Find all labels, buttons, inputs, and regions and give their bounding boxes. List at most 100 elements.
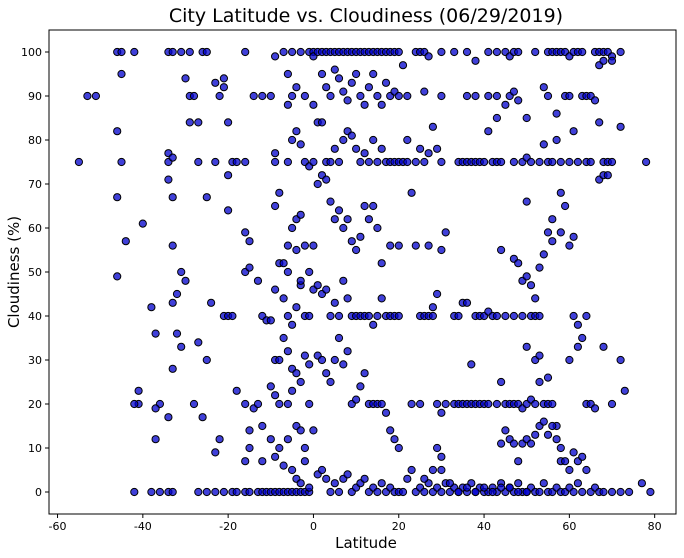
data-point — [381, 408, 391, 417]
data-point — [224, 118, 233, 127]
data-point — [215, 435, 224, 444]
data-point — [356, 157, 365, 167]
data-point — [360, 100, 369, 109]
data-point — [296, 47, 305, 57]
data-point — [232, 157, 241, 167]
data-point — [377, 399, 386, 409]
data-point — [343, 347, 352, 356]
data-point — [117, 47, 126, 57]
data-point — [305, 399, 314, 409]
data-point — [241, 47, 250, 57]
data-point — [616, 47, 625, 57]
data-point — [288, 47, 297, 57]
data-point — [202, 47, 211, 57]
data-point — [548, 399, 557, 409]
data-point — [241, 399, 250, 409]
data-point — [582, 465, 591, 475]
y-tick-label: 0 — [35, 486, 42, 499]
data-point — [266, 382, 275, 391]
data-point — [189, 399, 199, 409]
data-point — [339, 360, 348, 369]
data-point — [548, 421, 557, 431]
data-point — [539, 417, 548, 426]
data-point — [271, 149, 280, 158]
data-point — [424, 241, 433, 250]
data-point — [172, 289, 182, 299]
data-point — [347, 237, 356, 246]
data-point — [313, 281, 322, 290]
data-point — [177, 267, 186, 277]
data-point — [420, 487, 429, 497]
data-point — [646, 487, 655, 497]
data-point — [526, 157, 536, 167]
data-point — [548, 157, 557, 167]
data-point — [266, 91, 275, 101]
data-point — [407, 188, 416, 197]
data-point — [232, 386, 241, 395]
data-point — [543, 228, 553, 237]
data-point — [386, 241, 395, 250]
data-point — [322, 175, 331, 184]
data-point — [492, 47, 501, 57]
data-point — [578, 487, 587, 497]
data-point — [578, 333, 587, 343]
data-point — [416, 399, 425, 409]
data-point — [283, 69, 292, 79]
data-point — [394, 91, 403, 101]
data-point — [288, 135, 297, 145]
data-point — [155, 487, 164, 497]
data-point — [398, 487, 408, 497]
data-point — [556, 228, 565, 237]
data-point — [539, 140, 548, 149]
data-point — [130, 399, 139, 409]
data-point — [543, 91, 553, 101]
data-point — [377, 294, 386, 303]
data-point — [215, 91, 224, 101]
data-point — [343, 96, 352, 105]
data-point — [625, 487, 634, 497]
data-point — [407, 399, 416, 409]
data-point — [420, 87, 429, 96]
data-point — [168, 241, 177, 250]
data-point — [501, 100, 510, 109]
data-point — [300, 457, 309, 466]
data-point — [535, 263, 544, 272]
data-point — [497, 157, 506, 167]
data-point — [224, 171, 233, 180]
data-point — [283, 241, 292, 250]
data-point — [556, 443, 565, 453]
data-point — [326, 91, 335, 101]
data-point — [428, 465, 437, 475]
data-point — [296, 479, 305, 488]
data-point — [300, 241, 309, 250]
x-tick-label: 40 — [477, 520, 491, 533]
y-tick-label: 20 — [28, 398, 42, 411]
data-point — [599, 56, 608, 65]
data-point — [330, 65, 339, 74]
data-point — [599, 342, 608, 351]
data-point — [288, 386, 297, 395]
data-point — [381, 78, 391, 87]
data-point — [283, 435, 292, 444]
data-point — [607, 487, 617, 497]
data-point — [360, 474, 369, 483]
data-point — [326, 487, 335, 497]
data-point — [462, 47, 472, 57]
data-point — [241, 457, 250, 466]
data-point — [573, 157, 583, 167]
data-point — [522, 487, 531, 497]
data-point — [369, 135, 378, 145]
data-point — [522, 272, 531, 281]
data-point — [433, 443, 442, 453]
data-point — [394, 47, 403, 57]
data-point — [275, 355, 284, 365]
data-point — [565, 241, 574, 250]
data-point — [300, 351, 309, 360]
data-point — [334, 311, 344, 321]
data-point — [334, 74, 344, 83]
data-point — [569, 311, 578, 321]
data-point — [369, 69, 378, 79]
data-point — [492, 113, 501, 123]
data-point — [245, 237, 254, 246]
data-point — [535, 487, 544, 497]
